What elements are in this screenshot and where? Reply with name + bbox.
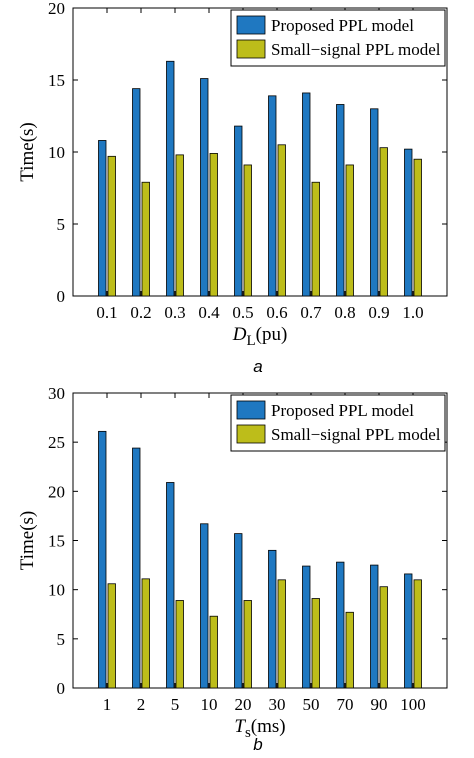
legend-label-small-signal: Small−signal PPL model: [271, 40, 441, 59]
legend-swatch-proposed: [236, 15, 266, 35]
y-tick-label: 5: [57, 215, 66, 234]
bar-small-signal-90: [379, 586, 388, 689]
y-tick-label: 15: [48, 71, 65, 90]
bar-small-signal-10: [209, 615, 218, 689]
x-tick-label: 0.8: [334, 303, 355, 322]
y-tick-label: 20: [48, 0, 65, 18]
bar-small-signal-0.6: [277, 144, 286, 297]
bar-small-signal-50: [311, 598, 320, 689]
bar-proposed-10: [200, 523, 209, 689]
legend-box: [230, 394, 446, 452]
legend-label-proposed: Proposed PPL model: [271, 16, 414, 35]
legend: Proposed PPL model Small−signal PPL model: [230, 394, 446, 452]
x-tick-label: 90: [371, 695, 388, 714]
x-tick-label: 70: [337, 695, 354, 714]
x-tick-label: 50: [303, 695, 320, 714]
bar-small-signal-0.2: [141, 181, 150, 297]
bar-proposed-0.9: [370, 108, 379, 297]
bar-proposed-0.5: [234, 125, 243, 297]
x-axis-subscript: L: [246, 333, 255, 349]
legend-label-small-signal: Small−signal PPL model: [271, 425, 441, 444]
x-axis-label: DL(pu): [232, 324, 288, 349]
bar-proposed-2: [132, 447, 141, 689]
bar-proposed-1: [98, 430, 107, 689]
bar-proposed-100: [404, 573, 413, 689]
x-tick-label: 0.7: [300, 303, 322, 322]
x-axis-unit: (ms): [251, 716, 286, 737]
y-tick-label: 10: [48, 143, 65, 162]
bar-proposed-70: [336, 561, 345, 689]
bar-proposed-20: [234, 533, 243, 689]
bar-proposed-90: [370, 564, 379, 689]
bar-proposed-0.6: [268, 95, 277, 297]
x-tick-label: 1.0: [402, 303, 423, 322]
panel-label: b: [253, 735, 262, 754]
bar-small-signal-0.9: [379, 147, 388, 297]
x-tick-label: 10: [201, 695, 218, 714]
bar-small-signal-5: [175, 600, 184, 689]
x-tick-label: 2: [137, 695, 146, 714]
x-axis-symbol: T: [234, 716, 246, 737]
x-tick-label: 0.3: [164, 303, 185, 322]
bar-small-signal-0.5: [243, 164, 252, 297]
bar-proposed-0.4: [200, 78, 209, 297]
x-axis-symbol: D: [232, 324, 247, 345]
y-tick-label: 0: [57, 679, 66, 698]
y-tick-label: 10: [48, 581, 65, 600]
x-tick-label: 5: [171, 695, 180, 714]
legend-label-proposed: Proposed PPL model: [271, 401, 414, 420]
bar-small-signal-20: [243, 600, 252, 689]
bar-proposed-50: [302, 565, 311, 689]
x-tick-label: 30: [269, 695, 286, 714]
bar-proposed-5: [166, 482, 175, 689]
y-tick-label: 0: [57, 287, 66, 306]
bar-small-signal-70: [345, 611, 354, 689]
bar-small-signal-100: [413, 579, 422, 689]
x-tick-label: 100: [400, 695, 426, 714]
legend: Proposed PPL model Small−signal PPL model: [230, 9, 446, 67]
bar-small-signal-2: [141, 578, 150, 689]
bar-proposed-30: [268, 549, 277, 689]
bar-proposed-0.3: [166, 60, 175, 297]
y-tick-label: 15: [48, 532, 65, 551]
y-tick-label: 30: [48, 384, 65, 403]
bar-small-signal-0.8: [345, 164, 354, 297]
x-axis-subscript: s: [245, 725, 251, 741]
bar-small-signal-30: [277, 579, 286, 689]
y-tick-label: 20: [48, 482, 65, 501]
bar-proposed-0.7: [302, 92, 311, 297]
bar-proposed-0.2: [132, 88, 141, 297]
chart-panel-a: 0 5 10 15 20 0.1 0.2 0.3 0.4 0.5 0.6 0.7 0.8 0.9 1.0 Ti…: [17, 0, 448, 376]
bar-small-signal-1: [107, 583, 116, 689]
x-axis-label: Ts(ms): [234, 716, 285, 741]
y-axis-label: Time(s): [17, 511, 38, 570]
bar-small-signal-0.7: [311, 181, 320, 297]
y-tick-label: 25: [48, 433, 65, 452]
legend-box: [230, 9, 446, 67]
bar-proposed-0.1: [98, 140, 107, 297]
x-tick-label: 0.4: [198, 303, 220, 322]
x-tick-label: 0.9: [368, 303, 389, 322]
legend-swatch-proposed: [236, 400, 266, 420]
x-tick-label: 20: [235, 695, 252, 714]
legend-swatch-small-signal: [236, 424, 266, 444]
bar-proposed-0.8: [336, 104, 345, 297]
bar-small-signal-0.4: [209, 153, 218, 297]
x-axis-unit: (pu): [256, 324, 288, 345]
bar-small-signal-0.3: [175, 154, 184, 297]
bar-small-signal-0.1: [107, 155, 116, 297]
y-tick-label: 5: [57, 630, 66, 649]
x-tick-label: 0.6: [266, 303, 287, 322]
x-tick-label: 0.1: [96, 303, 117, 322]
x-tick-label: 1: [103, 695, 112, 714]
bar-proposed-1.0: [404, 148, 413, 297]
bar-small-signal-1.0: [413, 158, 422, 297]
legend-swatch-small-signal: [236, 39, 266, 59]
x-tick-label: 0.2: [130, 303, 151, 322]
panel-label: a: [253, 357, 262, 376]
x-tick-label: 0.5: [232, 303, 253, 322]
y-axis-label: Time(s): [17, 122, 38, 181]
